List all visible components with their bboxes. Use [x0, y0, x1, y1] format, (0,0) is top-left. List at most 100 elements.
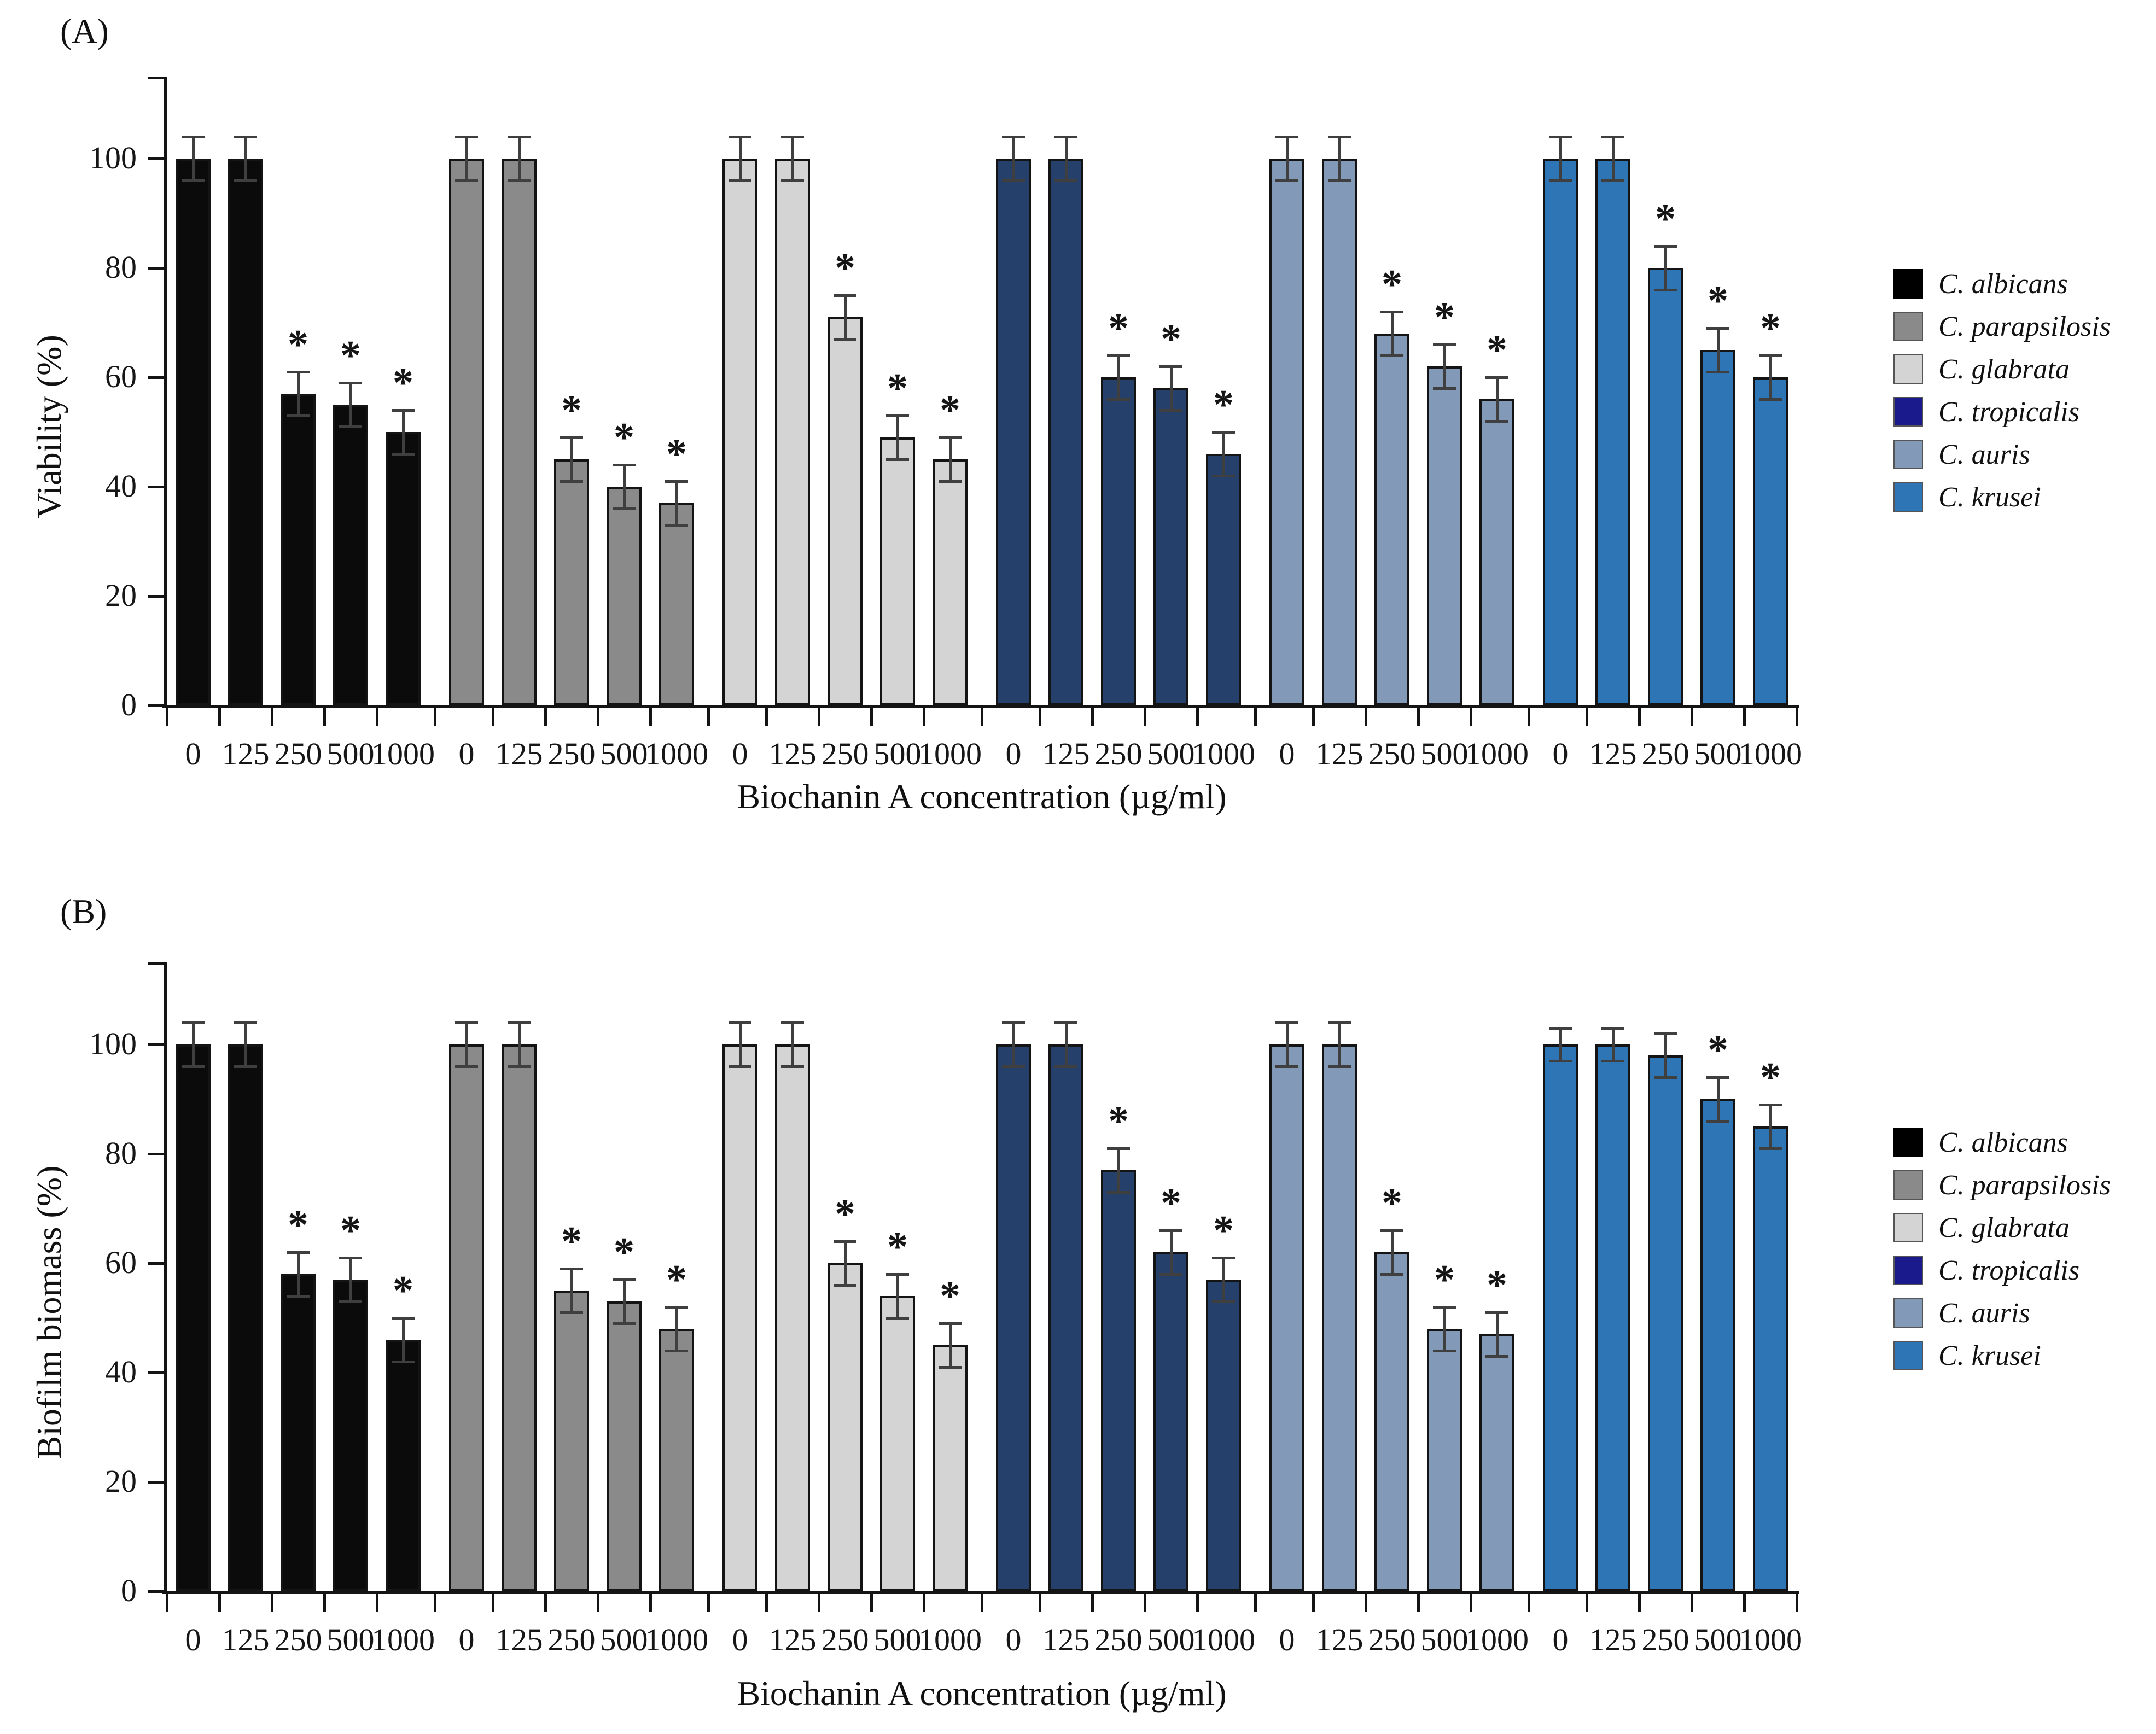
legend-item: C. auris — [1893, 1292, 2111, 1334]
error-bar-cap-bottom — [1433, 1349, 1456, 1352]
bar-c-tropicalis-0 — [996, 159, 1031, 705]
error-bar — [1664, 1034, 1667, 1077]
bar-c-auris-0 — [1269, 159, 1304, 705]
x-tick-label: 500 — [1694, 1622, 1742, 1657]
x-tick-label: 250 — [547, 1622, 596, 1657]
x-tick-label: 250 — [821, 736, 869, 772]
error-bar — [401, 1318, 405, 1362]
error-bar-cap-top — [781, 1021, 804, 1024]
y-tick-label: 80 — [105, 249, 137, 285]
error-bar-cap-top — [781, 135, 804, 138]
error-bar-cap-top — [1054, 1021, 1077, 1024]
bar-c-glabrata-500 — [880, 1296, 915, 1591]
x-tick — [1527, 708, 1530, 726]
y-tick — [148, 1043, 164, 1046]
y-tick — [148, 1262, 164, 1265]
bar-c-glabrata-250 — [828, 1263, 863, 1591]
x-tick-label: 1000 — [645, 736, 708, 772]
significance-asterisk: * — [1434, 1257, 1455, 1303]
error-bar-cap-top — [392, 408, 415, 412]
x-tick — [1585, 708, 1588, 726]
bar-c-albicans-500 — [333, 1280, 368, 1591]
x-tick-label: 1000 — [1192, 736, 1255, 772]
x-tick — [491, 1594, 494, 1612]
bar-c-glabrata-125 — [775, 159, 810, 705]
error-bar-cap-bottom — [1759, 1147, 1782, 1150]
x-tick — [765, 1594, 768, 1612]
legend-item: C. krusei — [1893, 476, 2111, 518]
legend-swatch — [1893, 1256, 1923, 1285]
error-bar-cap-bottom — [939, 480, 962, 483]
bar-c-tropicalis-0 — [996, 1044, 1031, 1591]
bar-c-auris-0 — [1269, 1044, 1304, 1591]
error-bar — [1559, 1028, 1562, 1061]
x-tick-label: 500 — [1147, 1622, 1195, 1657]
bar-c-tropicalis-500 — [1153, 1252, 1188, 1591]
error-bar-cap-top — [1706, 326, 1729, 330]
legend-swatch — [1893, 269, 1923, 299]
error-bar-cap-bottom — [234, 1065, 257, 1068]
significance-asterisk: * — [835, 1191, 855, 1237]
bar-c-krusei-500 — [1700, 1099, 1735, 1591]
panel-b-label: (B) — [60, 892, 107, 931]
x-tick — [1638, 708, 1641, 726]
y-tick-label: 60 — [105, 359, 137, 394]
y-tick — [148, 594, 164, 598]
bar-c-parapsilosis-1000 — [659, 503, 694, 705]
y-tick-label: 100 — [89, 1026, 137, 1061]
error-bar — [1338, 1023, 1341, 1066]
significance-asterisk: * — [288, 322, 308, 367]
x-tick-label: 1000 — [1192, 1622, 1255, 1657]
error-bar — [570, 1269, 573, 1312]
error-bar-cap-bottom — [392, 1360, 415, 1363]
x-tick-label: 250 — [547, 736, 596, 772]
error-bar-cap-top — [1433, 343, 1456, 346]
bar-c-glabrata-125 — [775, 1044, 810, 1591]
error-bar — [1169, 366, 1173, 410]
error-bar-cap-bottom — [1549, 1059, 1572, 1062]
error-bar — [1611, 1028, 1615, 1061]
x-tick — [165, 708, 168, 726]
bar-c-albicans-1000 — [386, 432, 421, 705]
x-tick — [323, 1594, 326, 1612]
significance-asterisk: * — [887, 365, 908, 411]
error-bar-cap-top — [560, 1267, 583, 1270]
y-tick — [148, 485, 164, 488]
legend-item: C. parapsilosis — [1893, 305, 2111, 348]
legend-label: C. parapsilosis — [1938, 1169, 2111, 1201]
x-tick — [1469, 1594, 1472, 1612]
error-bar — [1064, 137, 1068, 180]
error-bar-cap-bottom — [1275, 1065, 1298, 1068]
bar-c-auris-500 — [1427, 1329, 1462, 1591]
bar-c-auris-500 — [1427, 366, 1462, 705]
error-bar — [517, 137, 521, 180]
x-tick — [270, 1594, 273, 1612]
error-bar-cap-top — [455, 1021, 478, 1024]
legend-swatch — [1893, 354, 1923, 384]
x-tick — [433, 1594, 436, 1612]
bar-c-glabrata-0 — [722, 159, 757, 705]
error-bar — [349, 383, 352, 427]
error-bar-cap-bottom — [781, 179, 804, 182]
bar-c-glabrata-250 — [828, 317, 863, 705]
error-bar-cap-bottom — [1380, 354, 1403, 357]
error-bar-cap-top — [1485, 376, 1508, 379]
bar-c-glabrata-0 — [722, 1044, 757, 1591]
x-tick — [649, 708, 652, 726]
error-bar-cap-top — [1212, 1256, 1235, 1259]
significance-asterisk: * — [1108, 305, 1129, 351]
significance-asterisk: * — [835, 245, 855, 291]
bar-c-krusei-125 — [1595, 159, 1630, 705]
error-bar-cap-top — [1654, 1032, 1677, 1035]
x-tick-label: 0 — [185, 1622, 201, 1657]
error-bar-cap-top — [1759, 354, 1782, 357]
bar-c-krusei-1000 — [1753, 377, 1788, 705]
x-tick-label: 125 — [495, 1622, 543, 1657]
error-bar-cap-bottom — [392, 452, 415, 456]
legend-label: C. glabrata — [1938, 1212, 2070, 1243]
error-bar-cap-top — [1549, 1026, 1572, 1030]
x-tick-label: 1000 — [1465, 1622, 1529, 1657]
error-bar-cap-bottom — [455, 1065, 478, 1068]
error-bar-cap-bottom — [339, 1300, 362, 1303]
significance-asterisk: * — [1213, 382, 1234, 428]
